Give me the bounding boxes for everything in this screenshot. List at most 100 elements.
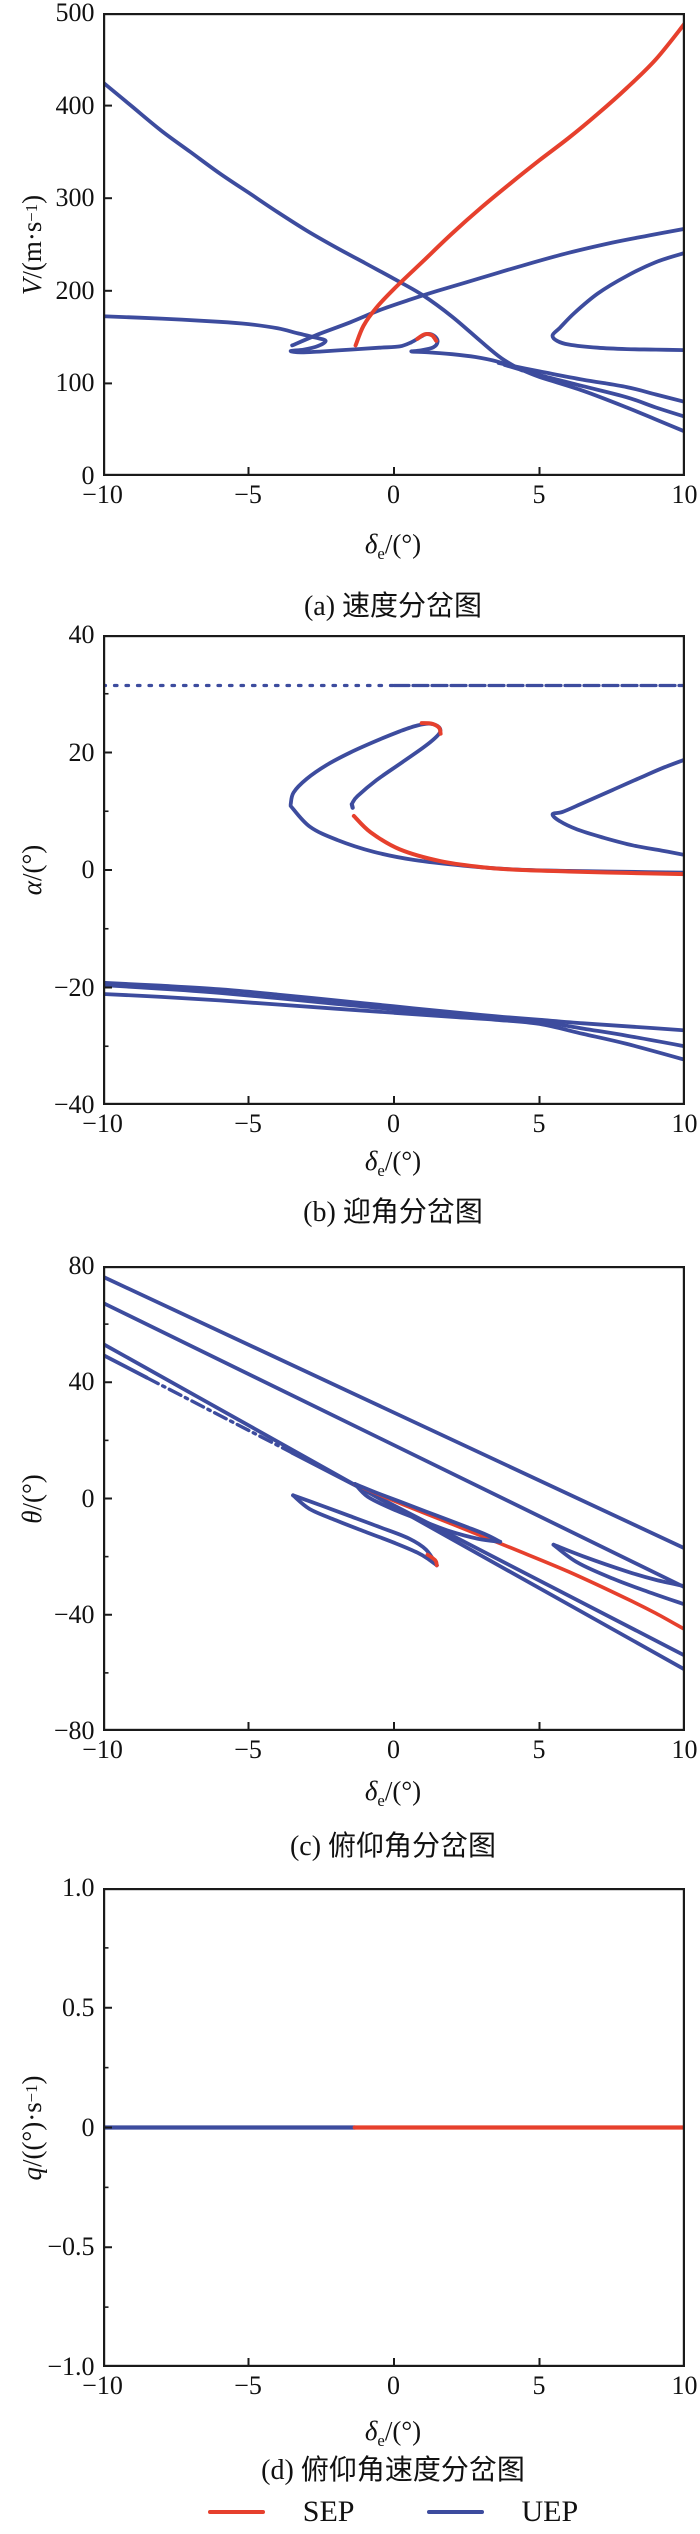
- y-tick-label: 80: [68, 1251, 95, 1280]
- x-axis-label: δe/(°): [102, 1146, 684, 1181]
- label-part: e: [377, 2430, 385, 2450]
- x-tick-label: −10: [82, 1109, 123, 1138]
- y-tick-label: −0.5: [47, 2232, 95, 2262]
- series-uep-line-1: [102, 1274, 685, 1551]
- label-part: /(°): [384, 1776, 422, 1806]
- label-part: /(m·s: [16, 221, 47, 279]
- series-uep-hook-branch: [288, 721, 442, 807]
- x-axis-label: δe/(°): [102, 1776, 684, 1811]
- plot-area-velocity: [102, 13, 685, 476]
- y-tick-label: 300: [55, 183, 95, 213]
- series-uep-loop-2-upper: [352, 1482, 502, 1544]
- legend-item-sep: SEP: [207, 2495, 355, 2529]
- y-tick-label: 40: [68, 620, 95, 649]
- series-uep-line-4-solid-right: [289, 1450, 685, 1658]
- x-tick-label: 0: [387, 480, 400, 509]
- plot-area-alpha: [102, 635, 685, 1105]
- x-tick-label: 0: [387, 1735, 400, 1764]
- series-uep-ascending-branch: [289, 226, 685, 348]
- plot-svg-d: [102, 1888, 685, 2367]
- y-tick-label: 40: [68, 1367, 95, 1397]
- x-tick-label: −10: [82, 1735, 123, 1764]
- series-uep-loop-3-lower: [551, 1542, 685, 1607]
- series-uep-lower-bundle-1: [496, 361, 685, 404]
- x-axis-label: δe/(°): [102, 529, 684, 564]
- label-part: /(°): [384, 2416, 422, 2446]
- series-uep-hook-dot: [349, 802, 355, 810]
- x-tick-label: 5: [532, 1735, 546, 1764]
- chart-caption-d: (d) 俯仰角速度分岔图: [261, 2455, 525, 2486]
- label-part: e: [377, 1790, 385, 1810]
- series-uep-loop-1-lower: [290, 1493, 439, 1568]
- y-tick-label: 0: [81, 855, 95, 884]
- chart-caption-c: (c) 俯仰角分岔图: [289, 1831, 497, 1862]
- series-uep-line-2: [102, 1301, 685, 1590]
- y-tick-label: 0.5: [62, 1992, 95, 2022]
- series-uep-right-fold: [550, 757, 685, 857]
- series-sep-hook-tip: [419, 721, 443, 736]
- y-tick-label: 0: [81, 1483, 95, 1513]
- series-uep-lower-sweep: [288, 804, 685, 875]
- x-tick-label: 0: [387, 1109, 400, 1138]
- plot-svg-a: [102, 13, 685, 476]
- plot-svg-c: [102, 1266, 685, 1731]
- series-uep-bottom-line-1: [102, 980, 685, 1033]
- plot-area-theta: [102, 1266, 685, 1731]
- series-sep-small-loop-arc: [414, 332, 438, 343]
- uep-line-swatch: [426, 2509, 484, 2515]
- y-tick-label: −40: [53, 1090, 95, 1119]
- x-tick-label: 5: [532, 480, 546, 509]
- y-tick-label: 0: [81, 461, 95, 490]
- x-tick-label: 10: [671, 1735, 698, 1764]
- series-uep-lower-bundle-3: [516, 366, 685, 434]
- sep-line-swatch: [207, 2509, 265, 2515]
- x-tick-label: −5: [234, 480, 262, 509]
- series-uep-loop-2-lower: [352, 1482, 502, 1544]
- x-tick-label: 0: [387, 2371, 400, 2400]
- x-tick-label: 10: [671, 1109, 698, 1138]
- y-tick-label: −40: [53, 1599, 95, 1629]
- series-uep-bottom-line-2: [102, 983, 685, 1049]
- plot-svg-b: [102, 635, 685, 1105]
- y-tick-label: 400: [55, 90, 95, 120]
- label-part: δ: [364, 2416, 378, 2446]
- label-part: /(°): [384, 1146, 422, 1176]
- series-sep-loop-1-tip: [425, 1552, 439, 1568]
- chart-caption-b: (b) 迎角分岔图: [303, 1197, 483, 1228]
- y-tick-label: 1.0: [62, 1873, 95, 1902]
- x-tick-label: 5: [532, 2371, 546, 2400]
- y-axis-label-velocity: V/(m·s −1): [15, 85, 49, 405]
- x-axis-label: δe/(°): [102, 2416, 684, 2451]
- label-part: δ: [364, 529, 378, 559]
- legend-label-uep: UEP: [521, 2495, 579, 2528]
- x-tick-label: −5: [234, 1109, 262, 1138]
- legend-item-uep: UEP: [426, 2495, 579, 2529]
- y-tick-label: 100: [55, 368, 95, 398]
- label-part: δ: [364, 1776, 378, 1806]
- series-uep-right-fold: [550, 250, 685, 352]
- series-sep-main-branch: [353, 21, 685, 348]
- plot-area-pitch-rate: [102, 1888, 685, 2367]
- y-tick-label: 200: [55, 275, 95, 305]
- series-uep-loop-1-upper: [290, 1493, 439, 1568]
- series-uep-line-4-dashdot: [144, 1375, 294, 1455]
- y-tick-label: 20: [68, 737, 95, 767]
- legend: SEP UEP: [102, 2495, 684, 2529]
- y-tick-label: −80: [53, 1716, 95, 1745]
- label-part: e: [377, 543, 385, 563]
- series-sep-sweep: [351, 813, 685, 877]
- series-uep-horizontal-tangle-branch: [102, 314, 541, 376]
- y-tick-label: 0: [81, 2112, 95, 2142]
- series-uep-line-4-solid-left: [102, 1353, 149, 1380]
- y-tick-label: −1.0: [47, 2352, 95, 2381]
- series-uep-descending-branch: [102, 80, 524, 373]
- label-part: ): [16, 2074, 47, 2084]
- legend-label-sep: SEP: [302, 2495, 355, 2528]
- label-part: e: [377, 1160, 385, 1180]
- y-tick-label: −20: [53, 972, 95, 1002]
- y-tick-label: 500: [55, 0, 95, 27]
- x-tick-label: −10: [82, 480, 123, 509]
- series-uep-loop-3-upper: [551, 1542, 685, 1589]
- label-part: q: [16, 2166, 47, 2181]
